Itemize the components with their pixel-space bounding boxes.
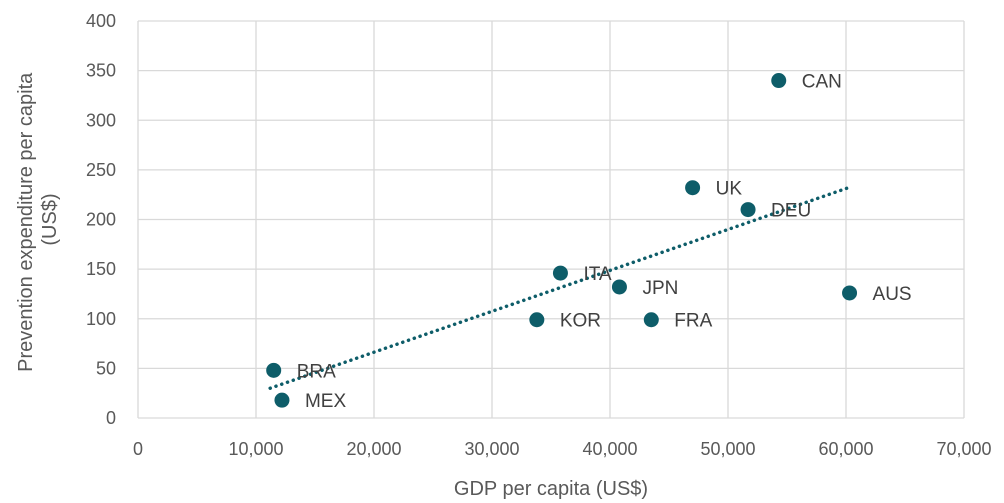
y-tick-label: 200 bbox=[86, 210, 116, 230]
data-point-label: CAN bbox=[802, 72, 842, 93]
data-point-label: AUS bbox=[873, 284, 912, 305]
data-point-jpn: JPN bbox=[611, 278, 678, 299]
data-point-marker bbox=[643, 312, 659, 328]
data-points: BRA MEX KOR ITA JPN FRA UK DEU CAN AUS bbox=[266, 72, 912, 412]
y-axis-title-line-1: Prevention expenditure per capita bbox=[15, 72, 37, 372]
y-axis-ticks: 0 50 100 150 200 250 300 350 400 bbox=[86, 11, 116, 428]
y-tick-label: 400 bbox=[86, 11, 116, 31]
data-point-marker bbox=[685, 180, 701, 196]
data-point-can: CAN bbox=[771, 72, 842, 93]
trendline bbox=[268, 185, 851, 390]
data-point-label: ITA bbox=[583, 264, 611, 285]
data-point-marker bbox=[274, 392, 290, 408]
data-point-fra: FRA bbox=[643, 311, 713, 332]
y-tick-label: 100 bbox=[86, 309, 116, 329]
data-point-aus: AUS bbox=[842, 284, 912, 305]
data-point-uk: UK bbox=[685, 179, 742, 200]
y-tick-label: 250 bbox=[86, 160, 116, 180]
y-tick-label: 300 bbox=[86, 110, 116, 130]
x-axis-title: GDP per capita (US$) bbox=[454, 478, 648, 500]
data-point-marker bbox=[771, 73, 787, 89]
data-point-ita: ITA bbox=[552, 264, 612, 285]
y-tick-label: 350 bbox=[86, 61, 116, 81]
y-tick-label: 150 bbox=[86, 259, 116, 279]
x-tick-label: 60,000 bbox=[818, 439, 873, 459]
data-point-label: BRA bbox=[297, 361, 336, 382]
data-point-marker bbox=[529, 312, 545, 328]
data-point-marker bbox=[266, 362, 282, 378]
data-point-marker bbox=[552, 265, 568, 281]
gridlines bbox=[137, 20, 965, 419]
data-point-label: UK bbox=[716, 179, 743, 200]
y-tick-label: 50 bbox=[96, 358, 116, 378]
y-tick-label: 0 bbox=[106, 408, 116, 428]
data-point-label: MEX bbox=[305, 391, 347, 412]
data-point-label: KOR bbox=[560, 311, 601, 332]
data-point-marker bbox=[740, 202, 756, 218]
x-tick-label: 0 bbox=[133, 439, 143, 459]
x-tick-label: 20,000 bbox=[346, 439, 401, 459]
data-point-label: FRA bbox=[674, 311, 712, 332]
data-point-mex: MEX bbox=[274, 391, 346, 412]
data-point-marker bbox=[842, 285, 858, 301]
data-point-kor: KOR bbox=[529, 311, 601, 332]
data-point-label: JPN bbox=[642, 278, 678, 299]
y-axis-title-line-2: (US$) bbox=[39, 193, 61, 245]
x-tick-label: 30,000 bbox=[464, 439, 519, 459]
data-point-bra: BRA bbox=[266, 361, 336, 382]
data-point-label: DEU bbox=[771, 201, 811, 222]
x-tick-label: 40,000 bbox=[582, 439, 637, 459]
x-tick-label: 10,000 bbox=[228, 439, 283, 459]
x-tick-label: 70,000 bbox=[936, 439, 991, 459]
data-point-deu: DEU bbox=[740, 201, 811, 222]
x-axis-ticks: 0 10,000 20,000 30,000 40,000 50,000 60,000 70,… bbox=[133, 439, 992, 459]
x-tick-label: 50,000 bbox=[700, 439, 755, 459]
y-axis-title: Prevention expenditure per capita (US$) bbox=[15, 67, 61, 372]
data-point-marker bbox=[611, 279, 627, 295]
